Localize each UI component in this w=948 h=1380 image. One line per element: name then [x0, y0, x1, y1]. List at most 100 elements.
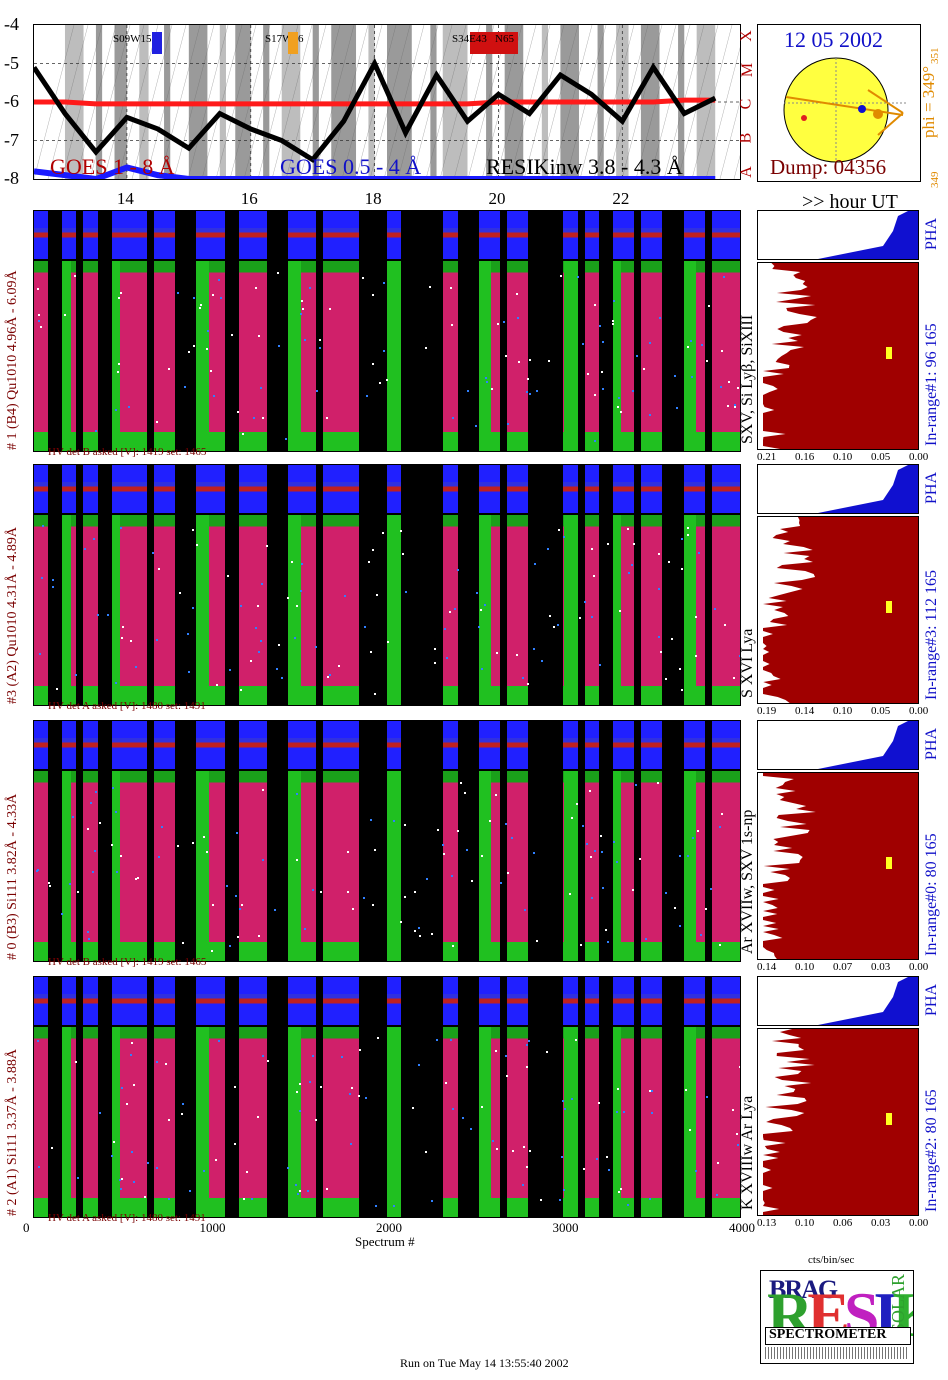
detector-label: # 2 (A1) Si111 3.37Å - 3.88Å [5, 1049, 20, 1216]
speckle [413, 890, 416, 893]
speckle [96, 614, 99, 617]
speckle [206, 329, 209, 332]
speckle [451, 875, 454, 878]
speckle [231, 333, 234, 336]
pha-label: PHA [923, 727, 940, 760]
speckle [476, 591, 479, 594]
speckle [299, 1189, 302, 1192]
speckle [449, 1039, 452, 1042]
gap-column [48, 771, 63, 961]
speckle [60, 913, 63, 916]
marker [886, 347, 892, 359]
gap-column [528, 515, 564, 705]
gap-column [634, 465, 642, 513]
speckle [505, 823, 508, 826]
speckle [667, 561, 670, 564]
pha-histogram [757, 464, 919, 514]
speckle [539, 1198, 542, 1201]
green-column [387, 515, 404, 705]
speckle [286, 597, 289, 600]
count-histogram [757, 772, 919, 960]
speckle [727, 381, 730, 384]
gap-column [528, 465, 564, 513]
speckle [52, 579, 55, 582]
speckle [673, 374, 676, 377]
gap-column [358, 721, 387, 769]
speckle [250, 659, 253, 662]
gap-column [704, 977, 712, 1025]
speckle [286, 1166, 289, 1169]
histogram-tick: 0.16 [795, 451, 815, 463]
gap-column [48, 1027, 63, 1217]
speckle [242, 1197, 245, 1200]
speckle [115, 681, 118, 684]
goes-y-tick: -7 [4, 129, 19, 150]
speckle [431, 933, 434, 936]
speckle [417, 1064, 420, 1067]
histogram-tick: 0.10 [795, 1217, 815, 1229]
in-range-label: In-range#0: 80 165 [923, 833, 940, 956]
speckle [500, 881, 503, 884]
speckle [38, 1166, 41, 1169]
speckle [699, 933, 702, 936]
speckle [636, 355, 639, 358]
speckle [241, 903, 244, 906]
speckle [121, 626, 124, 629]
gap-column [224, 465, 239, 513]
speckle [584, 601, 587, 604]
speckle [38, 653, 41, 656]
speckle [245, 1171, 248, 1174]
count-histogram [757, 1028, 919, 1216]
gap-column [634, 771, 642, 961]
gap-column [48, 261, 63, 451]
speckle [558, 528, 561, 531]
speckle [463, 792, 466, 795]
speckle [357, 1095, 360, 1098]
speckle [738, 654, 740, 657]
gap-column [97, 211, 112, 259]
pha-fill [818, 977, 918, 1025]
legend-goes-long: GOES 1 - 8 Å [50, 154, 175, 179]
resik-logo: BRAG RESIK SOLAR SPECTROMETER [760, 1270, 914, 1364]
gap-column [146, 1027, 154, 1217]
gap-column [401, 211, 444, 259]
gap-column [499, 515, 507, 705]
gap-column [358, 261, 387, 451]
speckle [48, 885, 51, 888]
speckle [369, 819, 372, 822]
speckle [598, 325, 601, 328]
speckle [191, 842, 194, 845]
speckle [607, 1169, 610, 1172]
speckle [202, 1170, 205, 1173]
speckle [523, 1146, 526, 1149]
flare-label-3: S34E43 [452, 33, 487, 45]
speckle [495, 1050, 498, 1053]
speckle [260, 583, 263, 586]
speckle [651, 1090, 654, 1093]
speckle [314, 1118, 317, 1121]
gap-column [662, 261, 684, 451]
speckle [373, 848, 376, 851]
gap-column [76, 465, 84, 513]
gap-column [175, 771, 197, 961]
gap-column [401, 261, 444, 451]
speckle [436, 1039, 439, 1042]
logo-bottom: SPECTROMETER [769, 1327, 887, 1342]
gap-column [48, 211, 63, 259]
sun-disk-icon [783, 57, 908, 163]
histogram-tick: 0.03 [871, 961, 891, 973]
speckle [528, 1149, 531, 1152]
speckle [715, 1194, 718, 1197]
speckle [686, 527, 689, 530]
speckle [592, 575, 595, 578]
speckle [526, 1066, 529, 1069]
speckle [450, 286, 452, 289]
speckle [257, 1115, 260, 1118]
gap-column [598, 211, 613, 259]
speckle [374, 1205, 377, 1208]
speckle [327, 676, 330, 679]
speckle [511, 1150, 514, 1153]
gap-column [704, 1027, 712, 1217]
speckle [533, 851, 536, 854]
speckle [704, 907, 707, 910]
